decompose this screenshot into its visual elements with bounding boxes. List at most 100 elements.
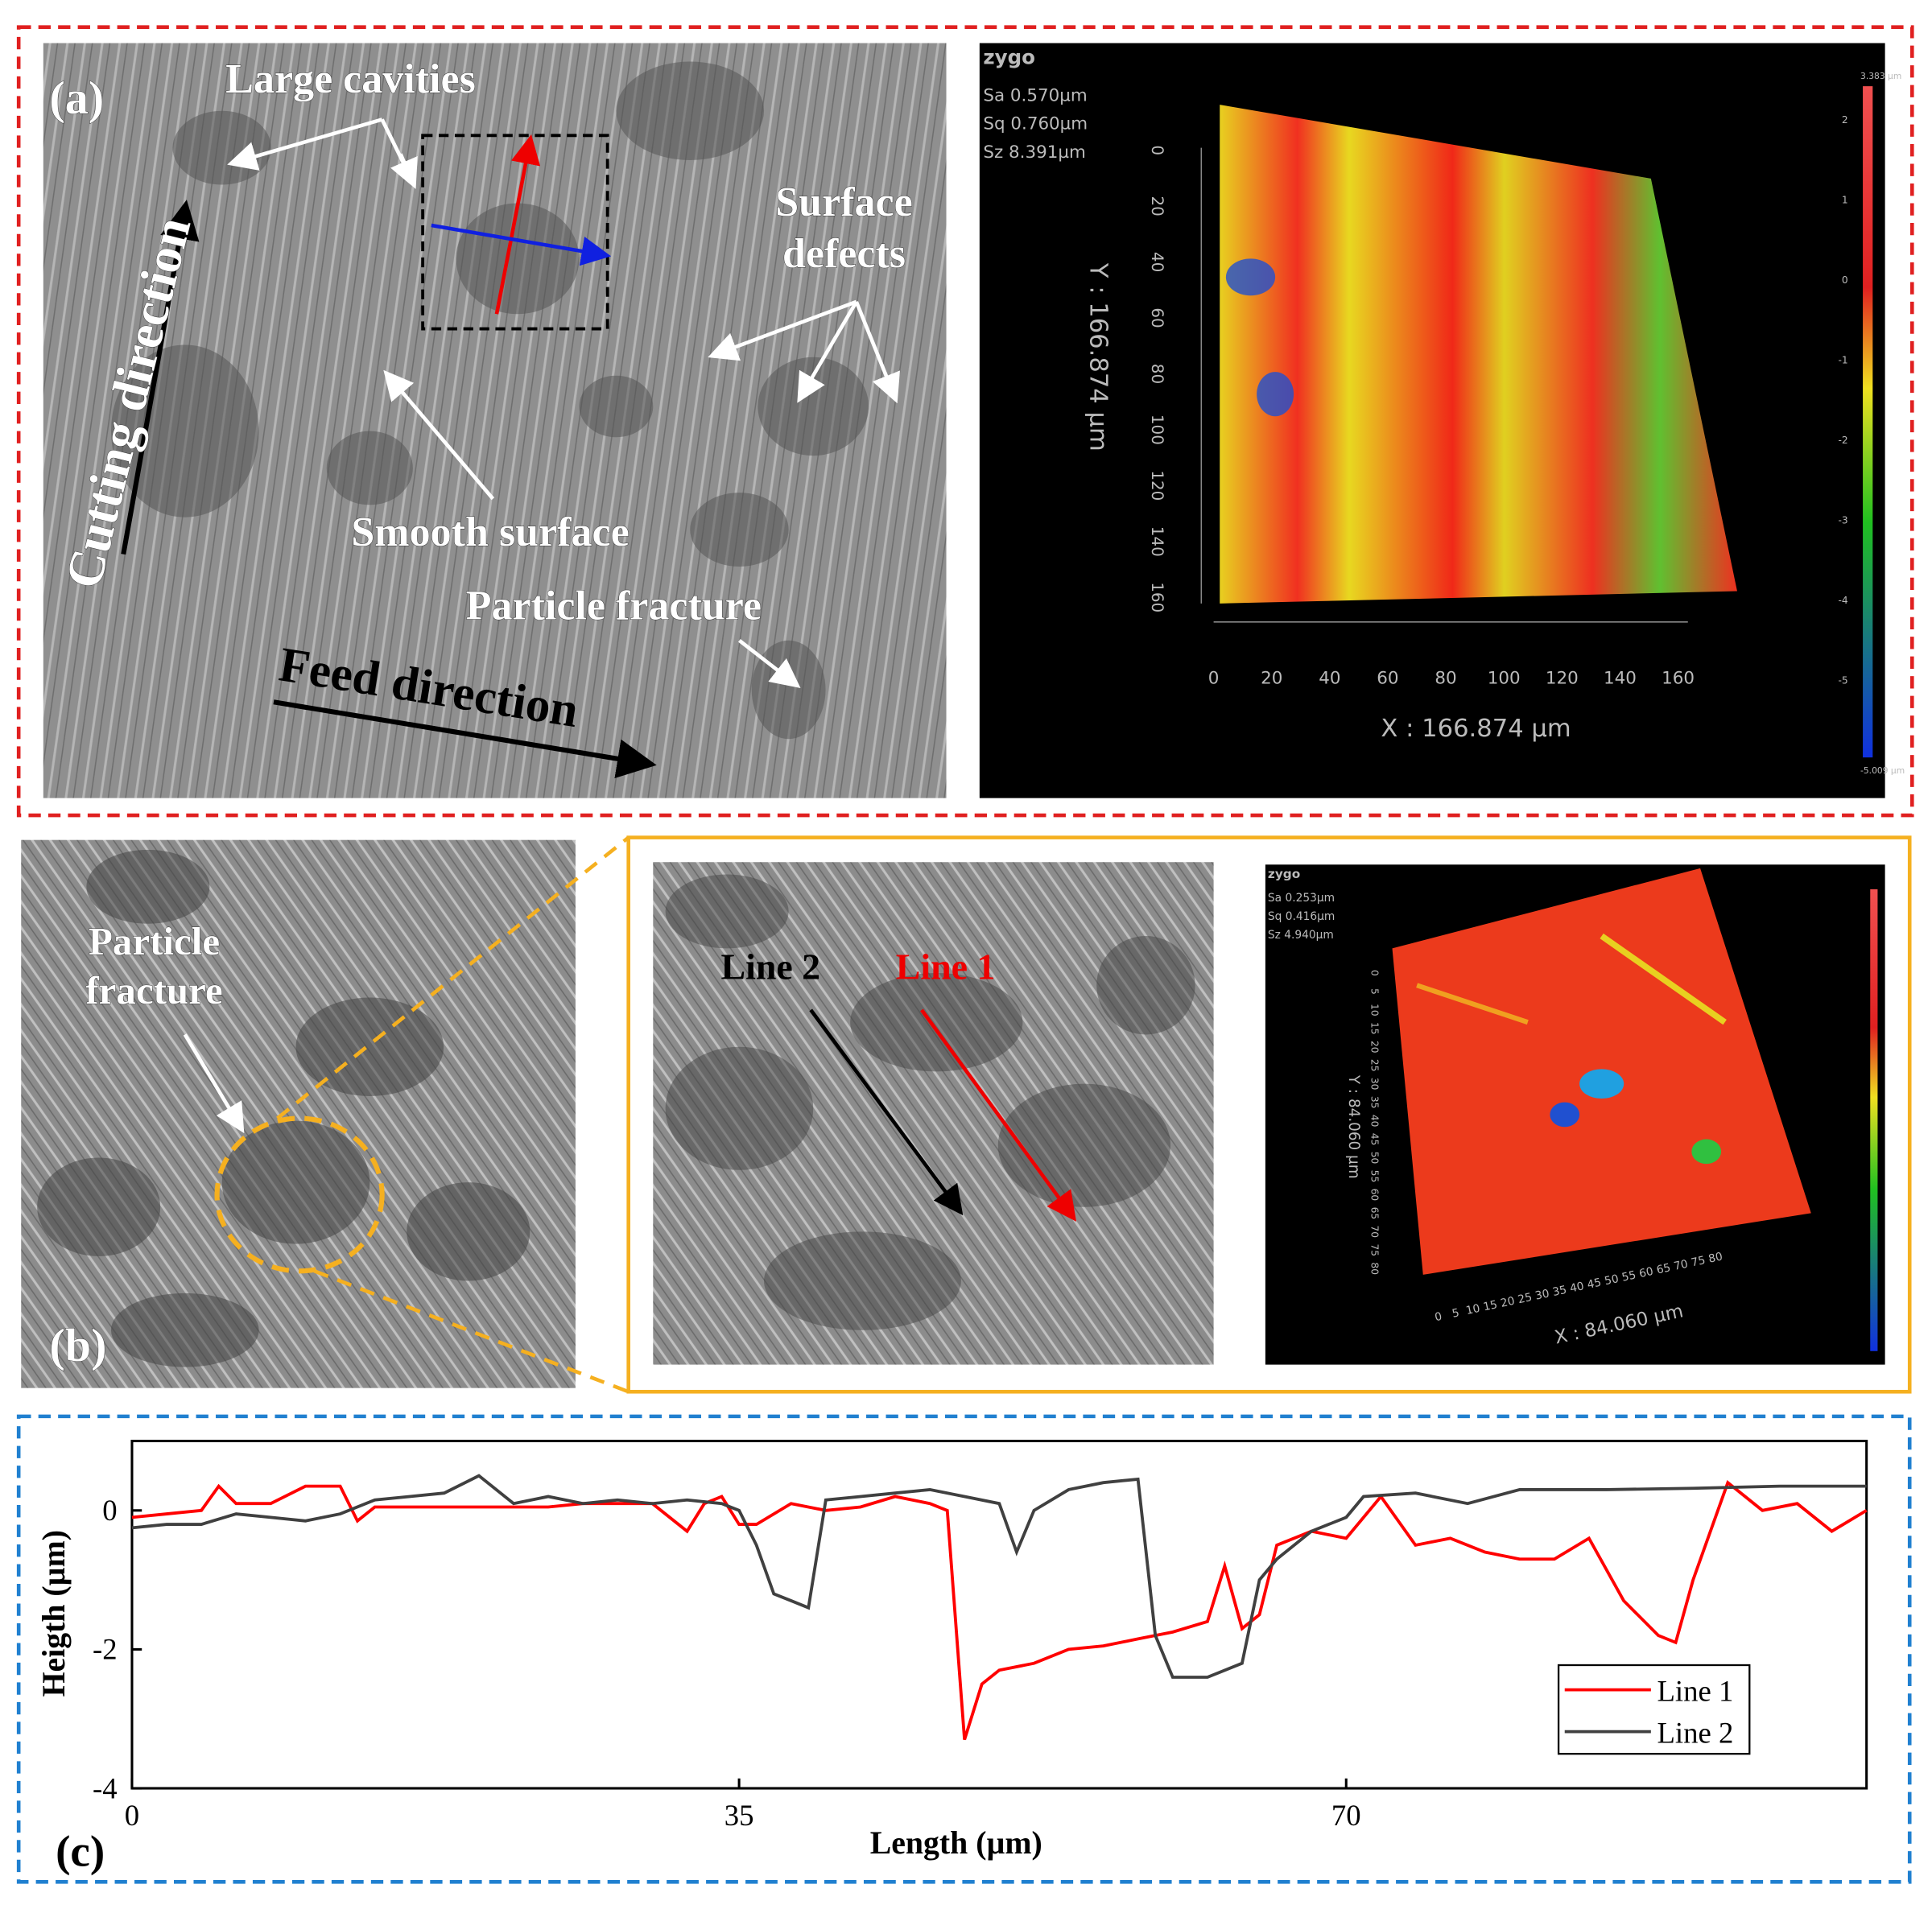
y-tick-label: 0 (1148, 145, 1166, 155)
y-axis-label: Heigth (µm) (36, 1530, 72, 1697)
surface-map (1220, 105, 1737, 604)
y-tick-label: -2 (93, 1633, 118, 1666)
ellipse (37, 1157, 161, 1256)
ellipse (1579, 1069, 1624, 1099)
red-arrow (494, 134, 541, 315)
annotation: Line 1 (896, 946, 996, 987)
colorbar-max: 3.383 µm (1860, 71, 1901, 81)
y-tick-label: 75 (1368, 1243, 1380, 1256)
y-tick-label: 5 (1368, 988, 1380, 995)
line (1600, 933, 1727, 1025)
white-arrow (183, 1033, 245, 1134)
x-tick-label: 30 (1534, 1287, 1550, 1302)
line (227, 118, 383, 171)
line (1416, 983, 1529, 1025)
ellipse (616, 61, 765, 160)
y-tick-label: 15 (1368, 1022, 1380, 1035)
dark-regions (37, 849, 530, 1367)
x-tick-label: 0 (1208, 668, 1220, 688)
stat: Sa 0.253µm (1268, 892, 1335, 905)
stats: Sa 0.253µm Sq 0.416µm Sz 4.940µm (1268, 892, 1335, 942)
colorbar (1870, 889, 1878, 1351)
y-tick-label: 30 (1368, 1078, 1380, 1091)
line (708, 299, 857, 361)
micrograph-b: Particle fracture (b) (21, 835, 630, 1394)
x-tick-label: 15 (1482, 1298, 1498, 1313)
ellipse (110, 1293, 259, 1367)
x-tick-label: 60 (1377, 668, 1398, 688)
zoom-box (421, 134, 609, 331)
annotation: Smooth surface (351, 509, 629, 555)
ellipse (1550, 1102, 1580, 1128)
x-tick-label: 70 (1331, 1799, 1361, 1832)
y-axis-label: Y : 84.060 µm (1345, 1074, 1362, 1179)
x-tick-label: 60 (1638, 1265, 1654, 1280)
ellipse (758, 357, 869, 456)
y-tick-label: 40 (1368, 1115, 1380, 1128)
x-axis-label: X : 166.874 µm (1381, 715, 1571, 743)
y-tick-label: 10 (1368, 1004, 1380, 1016)
x-tick-label: 20 (1261, 668, 1282, 688)
legend-label: Line 2 (1657, 1716, 1734, 1749)
x-tick-label: 5 (1451, 1306, 1460, 1320)
colorbar-tick-label: 0 (1842, 274, 1848, 286)
y-tick-label: 65 (1368, 1207, 1380, 1220)
stats: Sa 0.570µm Sq 0.760µm Sz 8.391µm (983, 85, 1088, 162)
ellipse (997, 1083, 1171, 1207)
line-1-arrow (920, 1008, 1077, 1222)
line (738, 638, 801, 688)
y-tick-label: 20 (1368, 1041, 1380, 1053)
annotation: Large cavities (225, 56, 476, 102)
ellipse (407, 1182, 530, 1281)
y-tick-label: 140 (1148, 526, 1166, 557)
y-tick-label: 80 (1368, 1262, 1380, 1275)
x-tick-label: 35 (724, 1799, 754, 1832)
line-2-arrow (809, 1008, 964, 1216)
ellipse (1257, 372, 1294, 417)
annotation: Particle (89, 919, 220, 963)
annotation: Particle fracture (466, 583, 762, 629)
brand: zygo (983, 46, 1035, 69)
y-tick-label: 25 (1368, 1059, 1380, 1072)
white-arrows (227, 118, 900, 688)
y-tick-label: 55 (1368, 1170, 1380, 1183)
line (383, 369, 495, 501)
highlight-circle (214, 1115, 385, 1274)
line (797, 300, 858, 403)
annotation: Line 2 (720, 946, 820, 987)
line-series (131, 1474, 1867, 1679)
x-tick-label: 40 (1319, 668, 1340, 688)
x-tick-label: 100 (1488, 668, 1521, 688)
stat: Sq 0.416µm (1268, 910, 1335, 923)
feed-arrow (273, 699, 657, 778)
line-chart: 0 35 70 -4 -2 0 Length (µm) Heigth (µm) Line 1 Li… (36, 1439, 1868, 1861)
x-tick-label: 55 (1620, 1268, 1637, 1284)
x-tick-label: 0 (125, 1799, 139, 1832)
micrograph-b-zoom: Line 2 Line 1 (653, 862, 1214, 1365)
x-tick-label: 20 (1500, 1295, 1516, 1310)
x-tick-label: 75 (1690, 1254, 1706, 1269)
annotation: fracture (85, 968, 222, 1012)
annotation: defects (782, 231, 906, 277)
x-tick-label: 50 (1604, 1272, 1620, 1288)
ellipse (665, 1046, 814, 1170)
zoom-line (313, 1269, 630, 1394)
ellipse (579, 375, 654, 438)
x-axis-label: Length (µm) (870, 1825, 1042, 1861)
colorbar-tick-label: -5 (1839, 674, 1848, 686)
colorbar-min: -5.009 µm (1860, 765, 1905, 776)
colorbar-tick-label: -4 (1839, 595, 1848, 606)
ellipse (665, 874, 789, 949)
x-tick-label: 0 (1434, 1310, 1443, 1324)
y-tick-label: 20 (1148, 196, 1166, 216)
ellipse (1691, 1139, 1722, 1165)
y-tick-label: 50 (1368, 1152, 1380, 1165)
ellipse (850, 972, 1023, 1072)
panel-a-frame (16, 25, 1914, 818)
ellipse (326, 431, 413, 505)
